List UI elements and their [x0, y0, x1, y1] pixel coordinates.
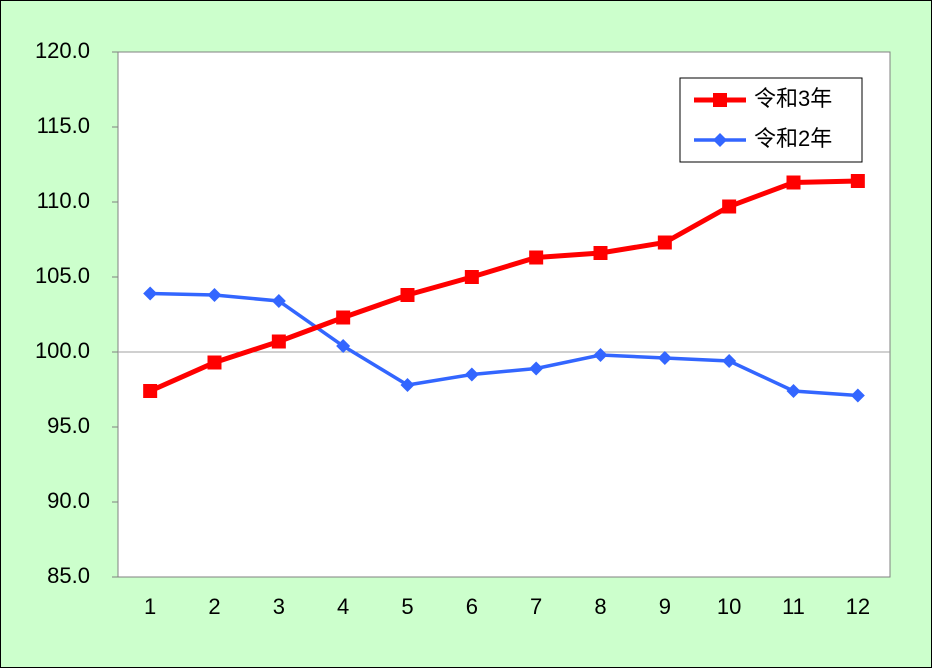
data-point [464, 270, 479, 284]
x-tick-label: 1 [144, 594, 156, 619]
data-point [271, 294, 286, 308]
data-point [271, 334, 286, 349]
x-tick-label: 4 [337, 594, 349, 619]
legend-marker [713, 93, 727, 107]
data-point [593, 348, 608, 362]
data-point [207, 355, 222, 370]
data-point [850, 174, 865, 188]
y-tick-label: 85.0 [47, 563, 90, 588]
x-tick-label: 12 [846, 594, 870, 619]
data-point [400, 378, 415, 392]
x-tick-label: 10 [717, 594, 741, 619]
x-tick-label: 9 [659, 594, 671, 619]
y-tick-label: 115.0 [37, 113, 90, 138]
legend-label: 令和2年 [754, 126, 832, 151]
x-tick-label: 11 [782, 594, 805, 619]
y-tick-label: 100.0 [35, 338, 90, 363]
x-tick-label: 7 [530, 594, 542, 619]
data-point [850, 388, 865, 403]
data-point [336, 310, 351, 325]
data-point [786, 175, 801, 190]
x-tick-label: 3 [273, 594, 285, 619]
data-point [143, 286, 158, 301]
legend-label: 令和3年 [754, 86, 832, 111]
data-point [593, 246, 608, 260]
data-point [336, 339, 351, 353]
legend-box [679, 77, 863, 163]
data-point [657, 351, 672, 365]
data-point [657, 235, 672, 250]
data-point [722, 354, 737, 368]
x-tick-label: 2 [208, 594, 220, 619]
data-point [143, 384, 158, 398]
x-tick-label: 8 [594, 594, 606, 619]
data-point [722, 199, 737, 214]
series-line [150, 291, 858, 398]
x-tick-label: 5 [401, 594, 413, 619]
y-tick-label: 120.0 [35, 38, 90, 63]
y-tick-label: 95.0 [47, 413, 90, 438]
data-point [400, 288, 415, 302]
y-tick-label: 90.0 [47, 488, 90, 513]
data-point [464, 367, 479, 382]
data-point [529, 250, 544, 265]
data-point [529, 361, 544, 376]
y-tick-label: 110.0 [37, 188, 90, 213]
y-tick-label: 105.0 [35, 263, 90, 288]
series-line [149, 178, 858, 394]
legend-marker [713, 133, 727, 147]
x-tick-label: 6 [466, 594, 478, 619]
data-point [786, 384, 801, 398]
data-point [207, 288, 222, 302]
